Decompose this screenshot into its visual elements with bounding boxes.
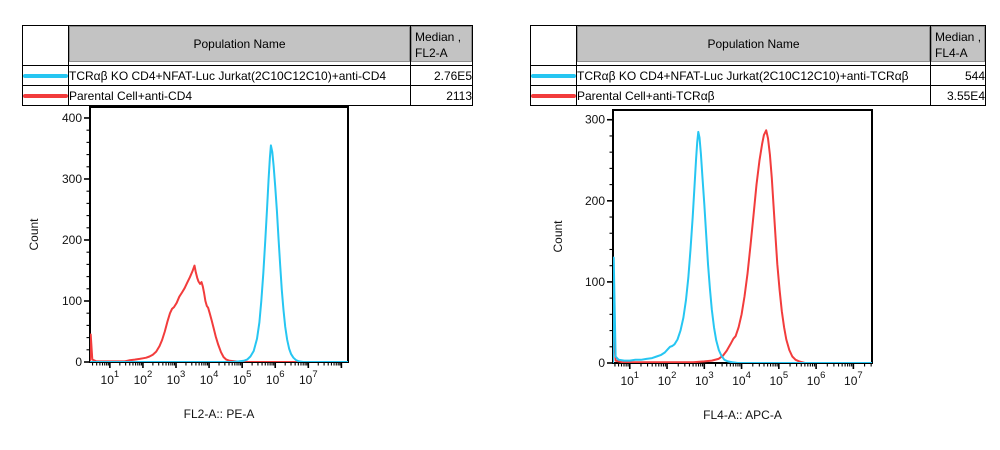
y-tick-label: 100 [585,275,605,289]
median-value: 2.76E5 [410,65,473,86]
x-axis-label: FL4-A:: APC-A [703,408,782,422]
y-tick-label: 400 [62,111,82,125]
population-name-header: Population Name [577,26,930,62]
plot-border [612,109,873,364]
y-tick-label: 0 [598,356,605,370]
series-color-swatch-red [23,93,68,98]
x-tick-label: 102 [134,369,153,387]
histogram-curve-parental-anti-cd4 [90,264,348,362]
x-tick-label: 102 [658,370,677,388]
population-name-header-cell: Population Name [576,25,931,66]
x-tick-label: 106 [807,370,826,388]
stats-table-fl2: Population Name Median , FL2-A TCRαβ KO … [22,25,473,106]
x-tick-label: 105 [233,369,252,387]
series-color-swatch-red [531,93,576,98]
histogram-curve-ko-anti-cd4 [90,144,348,362]
table-row: Parental Cell+anti-TCRαβ 3.55E4 [530,85,986,106]
histogram-plot-fl2: 101 102 103 104 105 106 107 0 100 200 300 400 FL2-A:… [27,106,349,421]
table-row: TCRαβ KO CD4+NFAT-Luc Jurkat(2C10C12C10)… [530,65,986,86]
table-row: Parental Cell+anti-CD4 2113 [22,85,473,106]
population-name-header: Population Name [69,26,410,62]
x-tick-label: 104 [200,369,219,387]
population-median-table: Population Name Median , FL4-A TCRαβ KO … [530,25,986,106]
y-tick-label: 0 [75,355,82,369]
population-median-table: Population Name Median , FL2-A TCRαβ KO … [22,25,473,106]
stats-table-fl4: Population Name Median , FL4-A TCRαβ KO … [530,25,986,106]
y-tick-label: 200 [585,194,605,208]
y-axis-label: Count [551,220,565,253]
population-name: Parental Cell+anti-CD4 [68,85,411,106]
population-name-header-cell: Population Name [68,25,411,66]
y-tick-label: 100 [62,294,82,308]
histogram-curve-ko-anti-tcrab [613,130,872,363]
swatch-column-header [530,25,577,66]
population-name: Parental Cell+anti-TCRαβ [576,85,931,106]
x-tick-label: 107 [299,369,318,387]
x-tick-label: 101 [101,369,120,387]
median-header-cell: Median , FL2-A [410,25,473,66]
x-tick-label: 105 [770,370,789,388]
median-value: 544 [930,65,986,86]
median-value: 2113 [410,85,473,106]
y-tick-label: 300 [62,172,82,186]
table-row: TCRαβ KO CD4+NFAT-Luc Jurkat(2C10C12C10)… [22,65,473,86]
y-tick-label: 200 [62,233,82,247]
swatch-column-header [22,25,69,66]
histogram-curve-parental-anti-tcrab [613,129,872,363]
y-tick-label: 300 [585,113,605,127]
series-color-swatch-cyan [23,73,68,78]
x-tick-label: 104 [732,370,751,388]
population-name: TCRαβ KO CD4+NFAT-Luc Jurkat(2C10C12C10)… [68,65,411,86]
plot-border [89,106,349,363]
x-tick-label: 106 [266,369,285,387]
median-value: 3.55E4 [930,85,986,106]
population-name: TCRαβ KO CD4+NFAT-Luc Jurkat(2C10C12C10)… [576,65,931,86]
x-tick-label: 103 [695,370,714,388]
x-tick-label: 103 [167,369,186,387]
series-color-swatch-cyan [531,73,576,78]
y-axis-label: Count [27,218,41,251]
x-tick-label: 107 [844,370,863,388]
median-header: Median , FL4-A [931,26,985,62]
median-header-cell: Median , FL4-A [930,25,986,66]
median-header: Median , FL2-A [411,26,472,62]
x-axis-label: FL2-A:: PE-A [184,407,255,421]
x-tick-label: 101 [620,370,639,388]
